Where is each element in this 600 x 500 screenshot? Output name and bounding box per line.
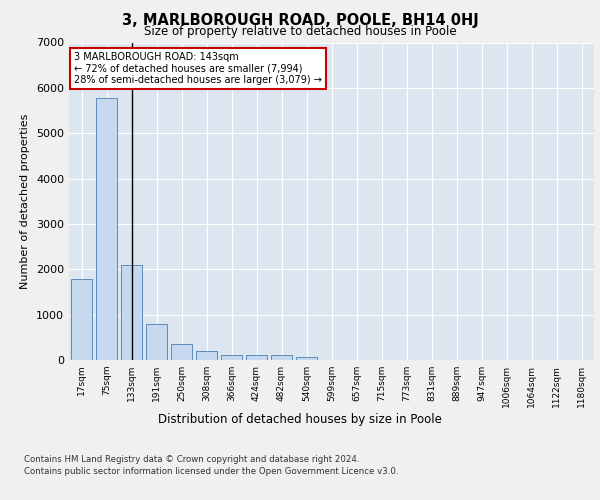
Bar [146, 324, 167, 360]
Text: Size of property relative to detached houses in Poole: Size of property relative to detached ho… [143, 25, 457, 38]
Text: Contains HM Land Registry data © Crown copyright and database right 2024.: Contains HM Land Registry data © Crown c… [24, 455, 359, 464]
Bar [121, 265, 142, 360]
Text: Contains public sector information licensed under the Open Government Licence v3: Contains public sector information licen… [24, 468, 398, 476]
Bar [221, 354, 242, 360]
Y-axis label: Number of detached properties: Number of detached properties [20, 114, 31, 289]
Bar [96, 98, 117, 360]
Bar [171, 344, 192, 360]
Text: 3, MARLBOROUGH ROAD, POOLE, BH14 0HJ: 3, MARLBOROUGH ROAD, POOLE, BH14 0HJ [122, 12, 478, 28]
Text: 3 MARLBOROUGH ROAD: 143sqm
← 72% of detached houses are smaller (7,994)
28% of s: 3 MARLBOROUGH ROAD: 143sqm ← 72% of deta… [74, 52, 322, 85]
Bar [296, 357, 317, 360]
Bar [196, 351, 217, 360]
Text: Distribution of detached houses by size in Poole: Distribution of detached houses by size … [158, 412, 442, 426]
Bar [271, 356, 292, 360]
Bar [71, 280, 92, 360]
Bar [246, 355, 267, 360]
